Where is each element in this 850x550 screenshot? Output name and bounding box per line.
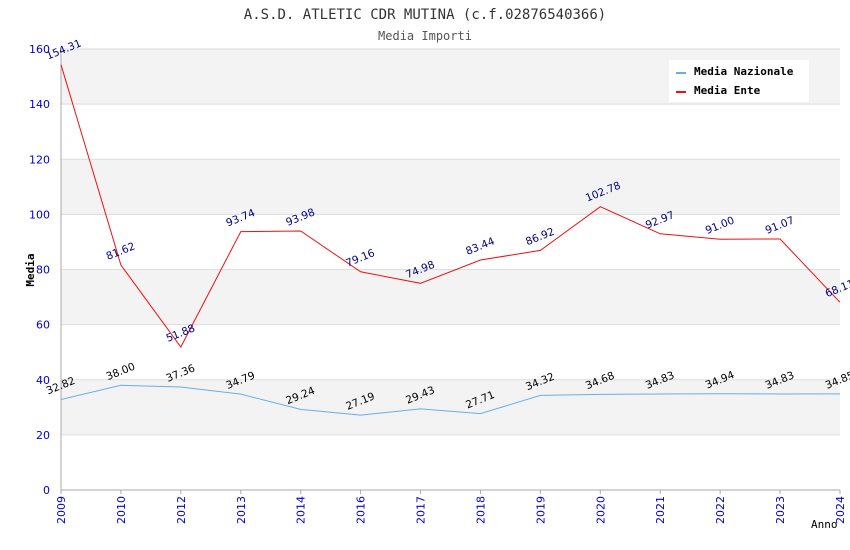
axes <box>60 49 840 491</box>
data-label: 81.62 <box>105 240 137 262</box>
y-tick-label: 80 <box>36 264 50 277</box>
data-label: 83.44 <box>464 235 497 258</box>
x-tick-label: 2020 <box>594 496 607 524</box>
legend: Media Nazionale Media Ente <box>669 60 809 102</box>
x-tick-label: 2016 <box>355 496 368 524</box>
x-tick-label: 2019 <box>534 496 547 524</box>
x-tick-label: 2012 <box>175 496 188 524</box>
data-label: 91.00 <box>704 215 736 237</box>
x-tick-label: 2014 <box>295 496 308 524</box>
y-axis-label: Media <box>24 253 37 286</box>
x-tick-label: 2017 <box>415 496 428 524</box>
x-tick-label: 2018 <box>474 496 487 524</box>
x-axis-ticks: 2009 2010 2012 2013 2014 2016 2017 2018 2019 2020… <box>55 490 847 524</box>
y-tick-label: 20 <box>36 429 50 442</box>
plot-bands <box>61 49 840 435</box>
legend-box <box>669 60 809 102</box>
series-lines <box>60 64 841 416</box>
x-tick-label: 2010 <box>115 496 128 524</box>
chart-title: A.S.D. ATLETIC CDR MUTINA (c.f.028765403… <box>244 7 606 23</box>
x-tick-label: 2021 <box>654 496 667 524</box>
y-tick-label: 100 <box>29 208 50 221</box>
y-tick-label: 0 <box>43 484 50 497</box>
x-tick-label: 2024 <box>834 496 847 524</box>
data-label: 51.88 <box>164 322 196 344</box>
y-axis-ticks: 0 20 40 60 80 100 120 140 160 <box>29 43 50 497</box>
chart-subtitle: Media Importi <box>378 29 472 43</box>
x-tick-label: 2009 <box>55 496 68 524</box>
data-label: 79.16 <box>344 247 377 270</box>
x-tick-label: 2022 <box>714 496 727 524</box>
x-axis-label: Anno <box>811 518 838 531</box>
legend-label-media-nazionale: Media Nazionale <box>694 65 794 78</box>
series-line-media-nazionale <box>60 384 841 416</box>
y-tick-label: 160 <box>29 43 50 56</box>
y-tick-label: 60 <box>36 319 50 332</box>
y-tick-label: 40 <box>36 374 50 387</box>
y-tick-label: 120 <box>29 153 50 166</box>
data-label: 86.92 <box>524 226 556 248</box>
x-tick-label: 2013 <box>235 496 248 524</box>
data-label: 91.07 <box>764 214 796 236</box>
x-tick-label: 2023 <box>774 496 787 524</box>
y-tick-label: 140 <box>29 98 50 111</box>
series-line-media-ente <box>60 64 841 348</box>
band <box>61 159 840 215</box>
band <box>61 269 840 325</box>
legend-label-media-ente: Media Ente <box>694 84 761 97</box>
band <box>61 379 840 435</box>
